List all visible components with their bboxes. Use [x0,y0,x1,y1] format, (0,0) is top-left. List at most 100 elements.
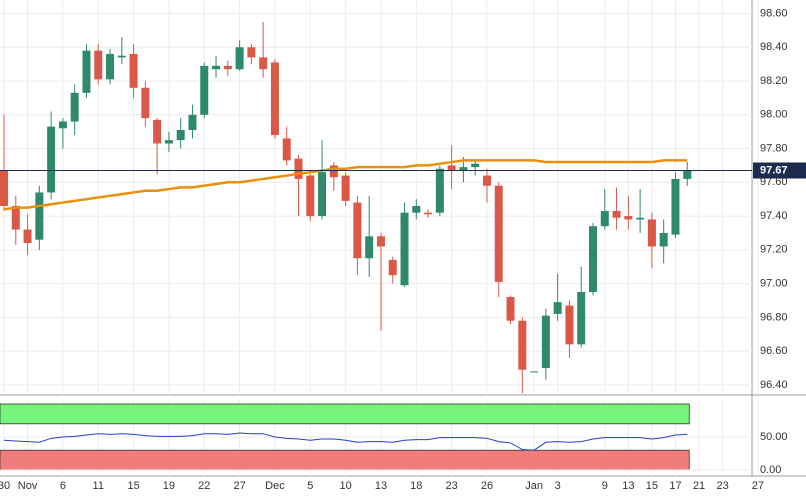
candle-body [530,371,539,373]
candle-body [294,158,303,179]
x-tick-label: Dec [265,480,285,492]
candle-body [471,163,480,168]
x-tick-label: 27 [233,480,245,492]
candle-body [577,292,586,345]
candle-body [212,65,221,70]
y-tick-label: 97.80 [760,142,788,154]
oversold-band [0,449,690,471]
x-tick-label: 11 [93,480,104,492]
candle-body [553,302,562,314]
candle-body [223,65,232,70]
y-tick-label: 97.60 [760,176,788,188]
candle-body [94,50,103,80]
x-tick-label: 5 [307,480,313,492]
candle-body [636,217,645,220]
candle-body [341,175,350,201]
y-tick-label: 97.20 [760,244,788,256]
candle-body [0,170,8,206]
candle-body [306,175,315,217]
candle-body [270,62,279,136]
x-tick-label: 6 [60,480,66,492]
x-tick-label: 26 [481,480,493,492]
y-tick-label: 96.60 [760,345,788,357]
candle-body [70,92,79,122]
candle-body [35,192,44,240]
candle-body [518,320,527,370]
last-price-box [753,162,806,179]
candle-body [365,236,374,259]
candle-body [235,47,244,70]
candle-body [164,140,173,144]
candle-body [459,167,468,171]
y-tick-label: 98.60 [760,7,788,19]
candle-body [117,55,126,58]
candle-body [541,315,550,368]
candle-body [447,165,456,171]
x-tick-label: 13 [622,480,634,492]
candle-body [612,211,621,218]
candle-body [318,172,327,217]
x-tick-label: 15 [127,480,139,492]
candle-body [624,216,633,220]
candle-body [600,211,609,227]
y-tick-label: 98.00 [760,109,788,121]
candle-body [659,232,668,247]
x-tick-label: 13 [375,480,387,492]
candle-body [435,168,444,213]
candle-body [412,205,421,213]
candle-body [353,202,362,259]
candle-body [494,185,503,282]
candle-body [247,47,256,58]
y-tick-label: 96.80 [760,311,788,323]
x-tick-label: 21 [693,480,705,492]
candle-body [188,114,197,130]
candle-body [82,50,91,93]
x-tick-label: 9 [602,480,608,492]
candle-body [683,170,692,179]
candle-body [424,212,433,215]
x-tick-label: 10 [339,480,351,492]
candle-body [376,236,385,247]
y-tick-label: 97.00 [760,277,788,289]
x-tick-label: Jan [525,480,543,492]
candle-body [482,175,491,186]
candle-body [176,129,185,141]
candle-body [400,212,409,286]
candle-body [259,57,268,70]
x-tick-label: 3 [555,480,561,492]
y-tick-label: 98.40 [760,41,788,53]
y-tick-label: 0.00 [760,464,781,476]
y-tick-label: 50.00 [760,431,788,443]
y-tick-label: 98.20 [760,75,788,87]
x-tick-label: 19 [163,480,175,492]
last-price-label: 97.67 [760,164,788,176]
candle-body [506,297,515,321]
x-tick-label: Nov [18,480,38,492]
overbought-band [0,403,690,425]
x-tick-label: 22 [198,480,210,492]
candle-body [647,219,656,247]
candle-body [282,138,291,161]
candle-body [388,259,397,276]
y-tick-label: 96.40 [760,379,788,391]
x-tick-label: 15 [646,480,658,492]
x-tick-label: 27 [752,480,764,492]
candle-body [129,54,138,88]
x-tick-label: 23 [446,480,458,492]
candle-body [141,87,150,119]
candle-body [565,305,574,345]
y-tick-label: 97.40 [760,210,788,222]
candle-body [23,229,32,244]
candle-body [47,126,56,193]
x-tick-label: 17 [669,480,681,492]
candle-body [200,65,209,115]
candle-body [106,54,115,80]
candle-body [671,178,680,235]
x-tick-label: 18 [410,480,422,492]
candle-body [153,119,162,144]
x-tick-label: 30 [0,480,10,492]
x-tick-label: 23 [716,480,728,492]
candle-body [589,226,597,293]
moving-average-line [3,159,688,211]
